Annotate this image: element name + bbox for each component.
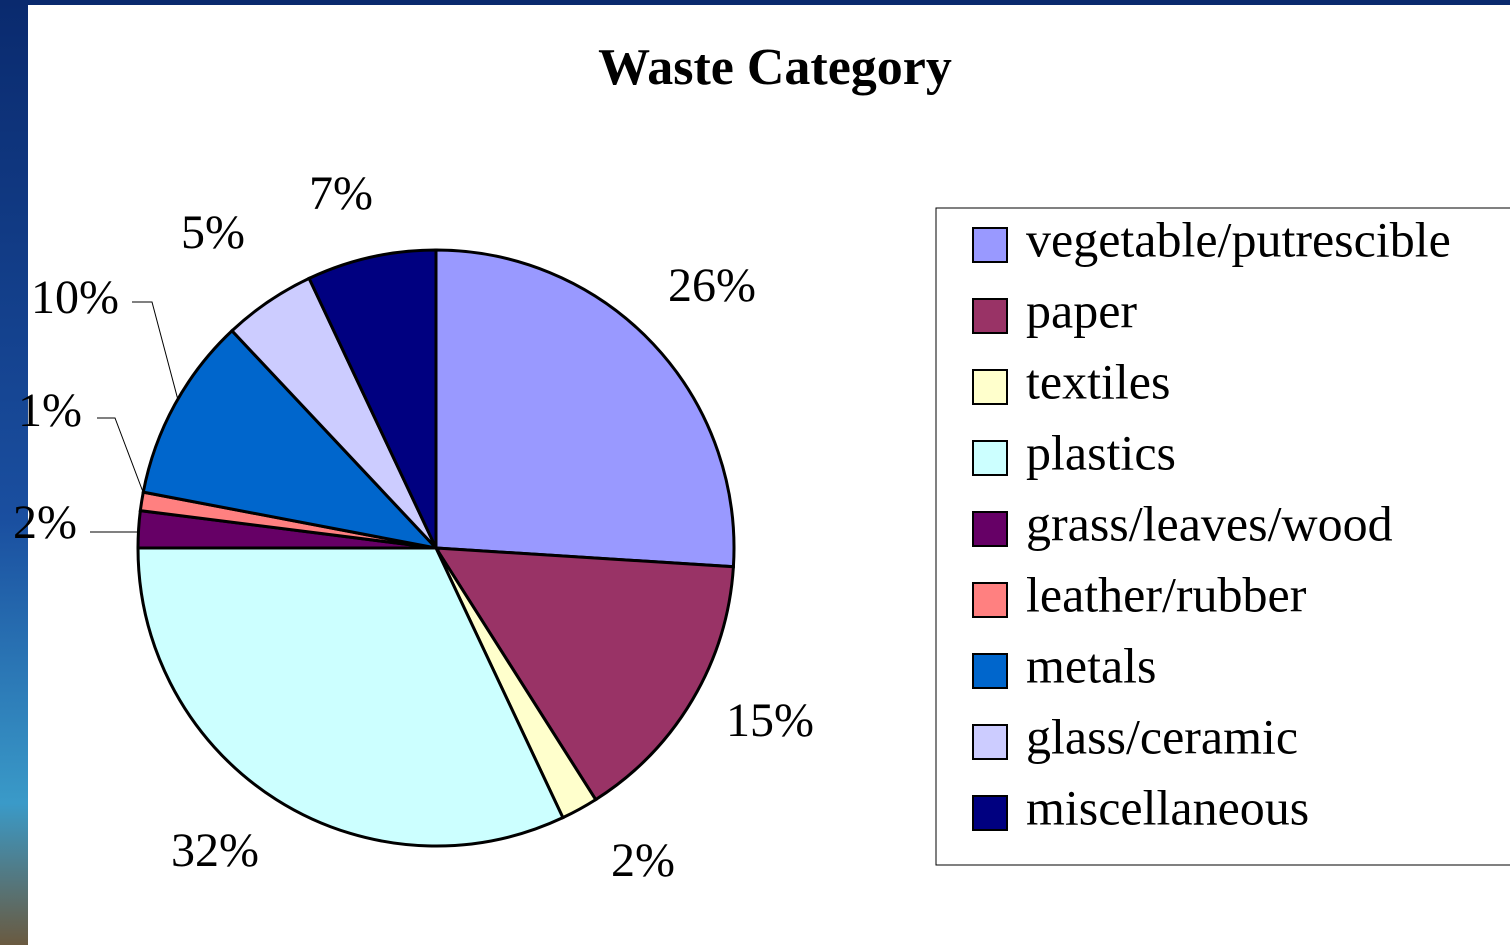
legend-label: vegetable/putrescible [1026,211,1451,267]
data-label: 26% [668,259,756,312]
pie-slice [434,248,736,569]
data-label: 1% [18,384,82,437]
data-label: 10% [31,271,119,324]
legend-swatch [972,369,1008,405]
pie-slice [433,546,736,802]
legend-swatch [972,724,1008,760]
pie-slice [136,546,565,848]
leader-lines [90,301,179,533]
data-label: 2% [13,496,77,549]
data-label: 2% [611,834,675,887]
legend-label: miscellaneous [1026,779,1309,835]
legend-label: textiles [1026,353,1170,409]
legend-swatch [972,653,1008,689]
legend-swatch [972,511,1008,547]
data-label: 15% [726,694,814,747]
legend-label: grass/leaves/wood [1026,495,1393,551]
legend-swatch [972,227,1008,263]
top-bar [0,0,1510,5]
legend-label: metals [1026,637,1157,693]
legend-label: plastics [1026,424,1176,480]
legend-box [935,207,1510,866]
legend-swatch [972,298,1008,334]
leader-line [97,417,144,493]
legend-swatch [972,795,1008,831]
legend-label: glass/ceramic [1026,708,1298,764]
data-label: 7% [309,167,373,220]
legend-swatch [972,582,1008,618]
chart-title: Waste Category [598,39,952,96]
legend-swatch [972,440,1008,476]
data-label: 5% [181,206,245,259]
data-label: 32% [171,824,259,877]
legend-label: leather/rubber [1026,566,1307,622]
pie-slice [307,248,438,549]
pie-slice [141,328,441,551]
legend-label: paper [1026,282,1137,338]
leader-line [132,301,179,401]
